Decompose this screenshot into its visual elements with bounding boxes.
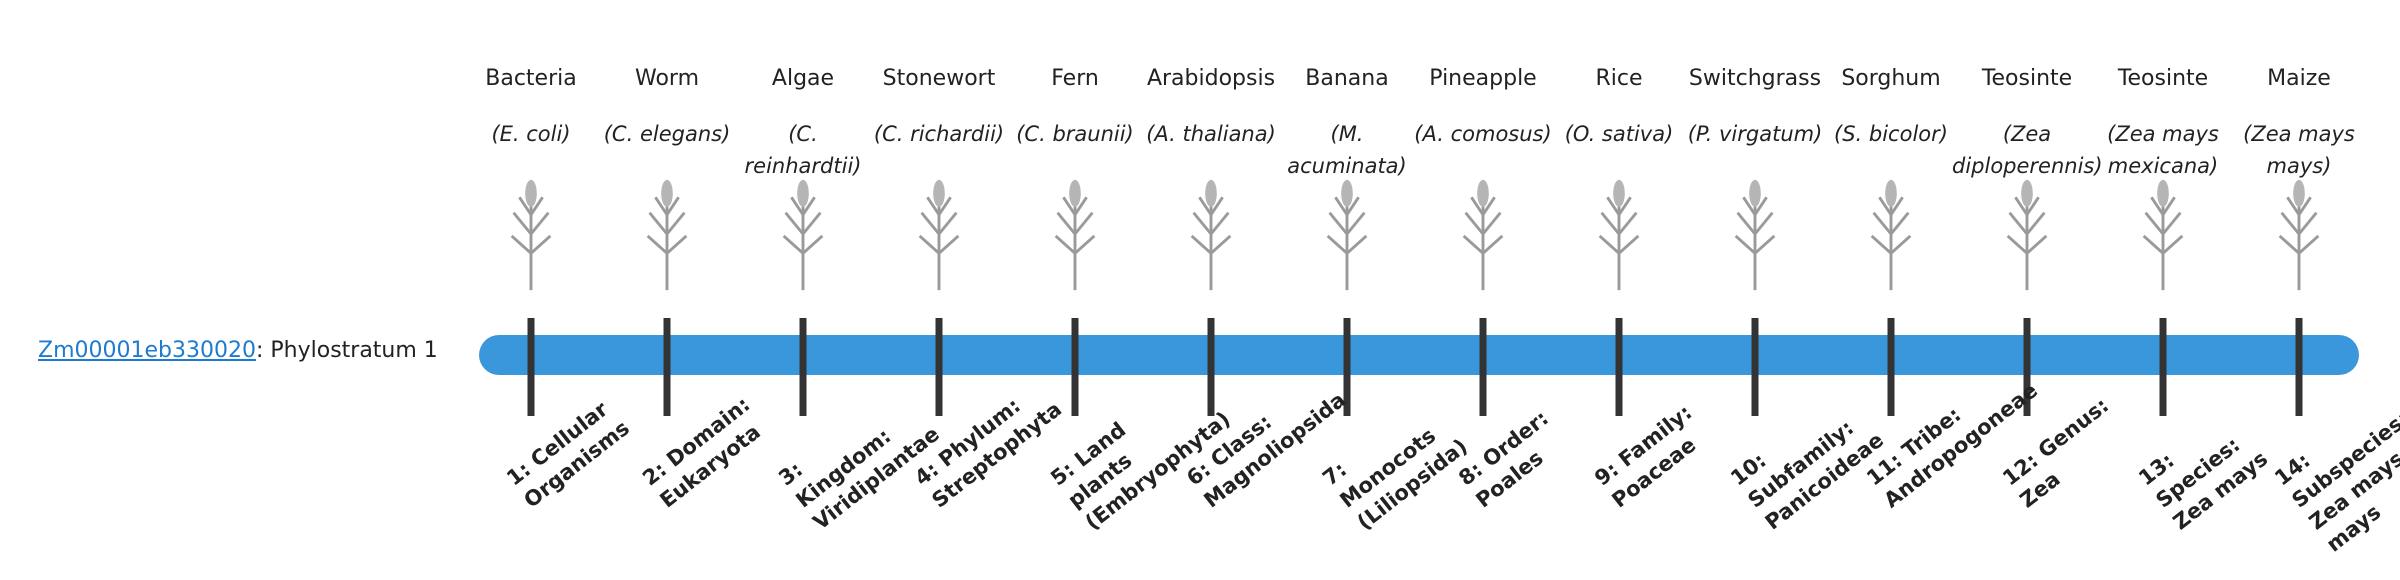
organism-name: Teosinte — [2117, 66, 2209, 91]
organism-illustration — [1189, 177, 1233, 292]
organism-species: (Zea mays mays) — [2243, 122, 2355, 178]
organism-name: Switchgrass — [1688, 66, 1822, 91]
organism-species: (E. coli) — [491, 122, 571, 146]
organism-species: (C. braunii) — [1016, 122, 1134, 146]
organism-name: Stonewort — [882, 66, 996, 91]
organism-species: (Zea diploperennis) — [1952, 122, 2103, 178]
organism-illustration — [1869, 177, 1913, 292]
organism-name: Arabidopsis — [1146, 66, 1276, 91]
organism-illustration — [509, 177, 553, 292]
organism-species: (C. elegans) — [603, 122, 731, 146]
timeline-bar — [479, 335, 2359, 375]
organism-name: Algae — [771, 66, 835, 91]
organism-illustration — [645, 177, 689, 292]
organism-species: (O. sativa) — [1564, 122, 1674, 146]
organism-name: Worm — [634, 66, 699, 91]
organism-illustration — [1733, 177, 1777, 292]
organism-name: Teosinte — [1981, 66, 2073, 91]
organism-name: Maize — [2267, 66, 2331, 91]
organism-species: (P. virgatum) — [1687, 122, 1823, 146]
organism-illustration — [1325, 177, 1369, 292]
gene-stratum: : Phylostratum 1 — [255, 338, 438, 363]
organism-illustration — [1053, 177, 1097, 292]
organism-illustration — [781, 177, 825, 292]
organism-name: Pineapple — [1429, 66, 1537, 91]
organism-name: Bacteria — [485, 66, 577, 91]
organism-name: Rice — [1595, 66, 1643, 91]
organism-name: Fern — [1051, 66, 1099, 91]
organism-species: (C. richardii) — [873, 122, 1005, 146]
organism-illustration — [917, 177, 961, 292]
organism-illustration — [2141, 177, 2185, 292]
organism-species: (A. comosus) — [1414, 122, 1552, 146]
organism-species: (S. bicolor) — [1834, 122, 1948, 146]
organism-illustration — [1461, 177, 1505, 292]
organism-species: (C. reinhardtii) — [744, 122, 862, 178]
organism-illustration — [1597, 177, 1641, 292]
organism-species: (M. acuminata) — [1287, 122, 1407, 178]
organism-species: (A. thaliana) — [1146, 122, 1276, 146]
organism-illustration — [2277, 177, 2321, 292]
organism-illustration — [2005, 177, 2049, 292]
gene-label: Zm00001eb330020: Phylostratum 1 — [38, 338, 438, 363]
organism-species: (Zea mays mexicana) — [2107, 122, 2219, 178]
organism-name: Banana — [1305, 66, 1389, 91]
gene-link[interactable]: Zm00001eb330020 — [38, 338, 256, 363]
organism-name: Sorghum — [1841, 66, 1941, 91]
